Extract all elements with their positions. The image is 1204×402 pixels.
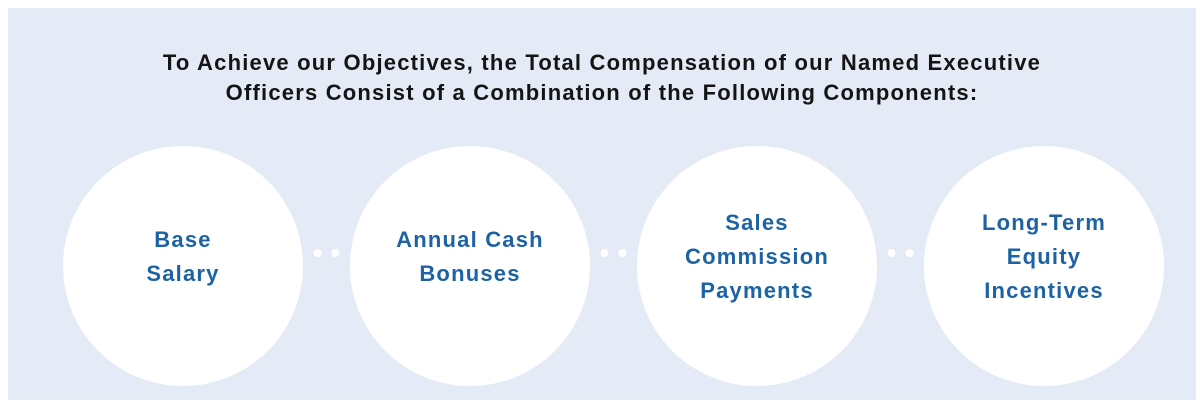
- component-label: Salary: [146, 261, 219, 286]
- component-label: Equity: [1007, 244, 1081, 269]
- component-circle: [63, 146, 303, 386]
- component-label: Incentives: [984, 278, 1104, 303]
- connector-dot: [331, 249, 340, 257]
- content: To Achieve our Objectives, the Total Com…: [63, 50, 1164, 386]
- component-label: Payments: [700, 278, 814, 303]
- component-circle: [637, 146, 877, 386]
- component-label: Base: [154, 227, 211, 252]
- component-label: Long-Term: [982, 210, 1106, 235]
- connector-dot: [618, 249, 627, 257]
- component-label: Sales: [725, 210, 789, 235]
- component-circle: [924, 146, 1164, 386]
- title-line: Officers Consist of a Combination of the…: [226, 80, 979, 105]
- component-label: Bonuses: [419, 261, 520, 286]
- connector-dot: [887, 249, 896, 257]
- connector-dot: [905, 249, 914, 257]
- component-label: Annual Cash: [396, 227, 544, 252]
- connector-dot: [313, 249, 322, 257]
- title-line: To Achieve our Objectives, the Total Com…: [163, 50, 1041, 75]
- component-label: Commission: [685, 244, 829, 269]
- connector-dot: [600, 249, 609, 257]
- component-circle: [350, 146, 590, 386]
